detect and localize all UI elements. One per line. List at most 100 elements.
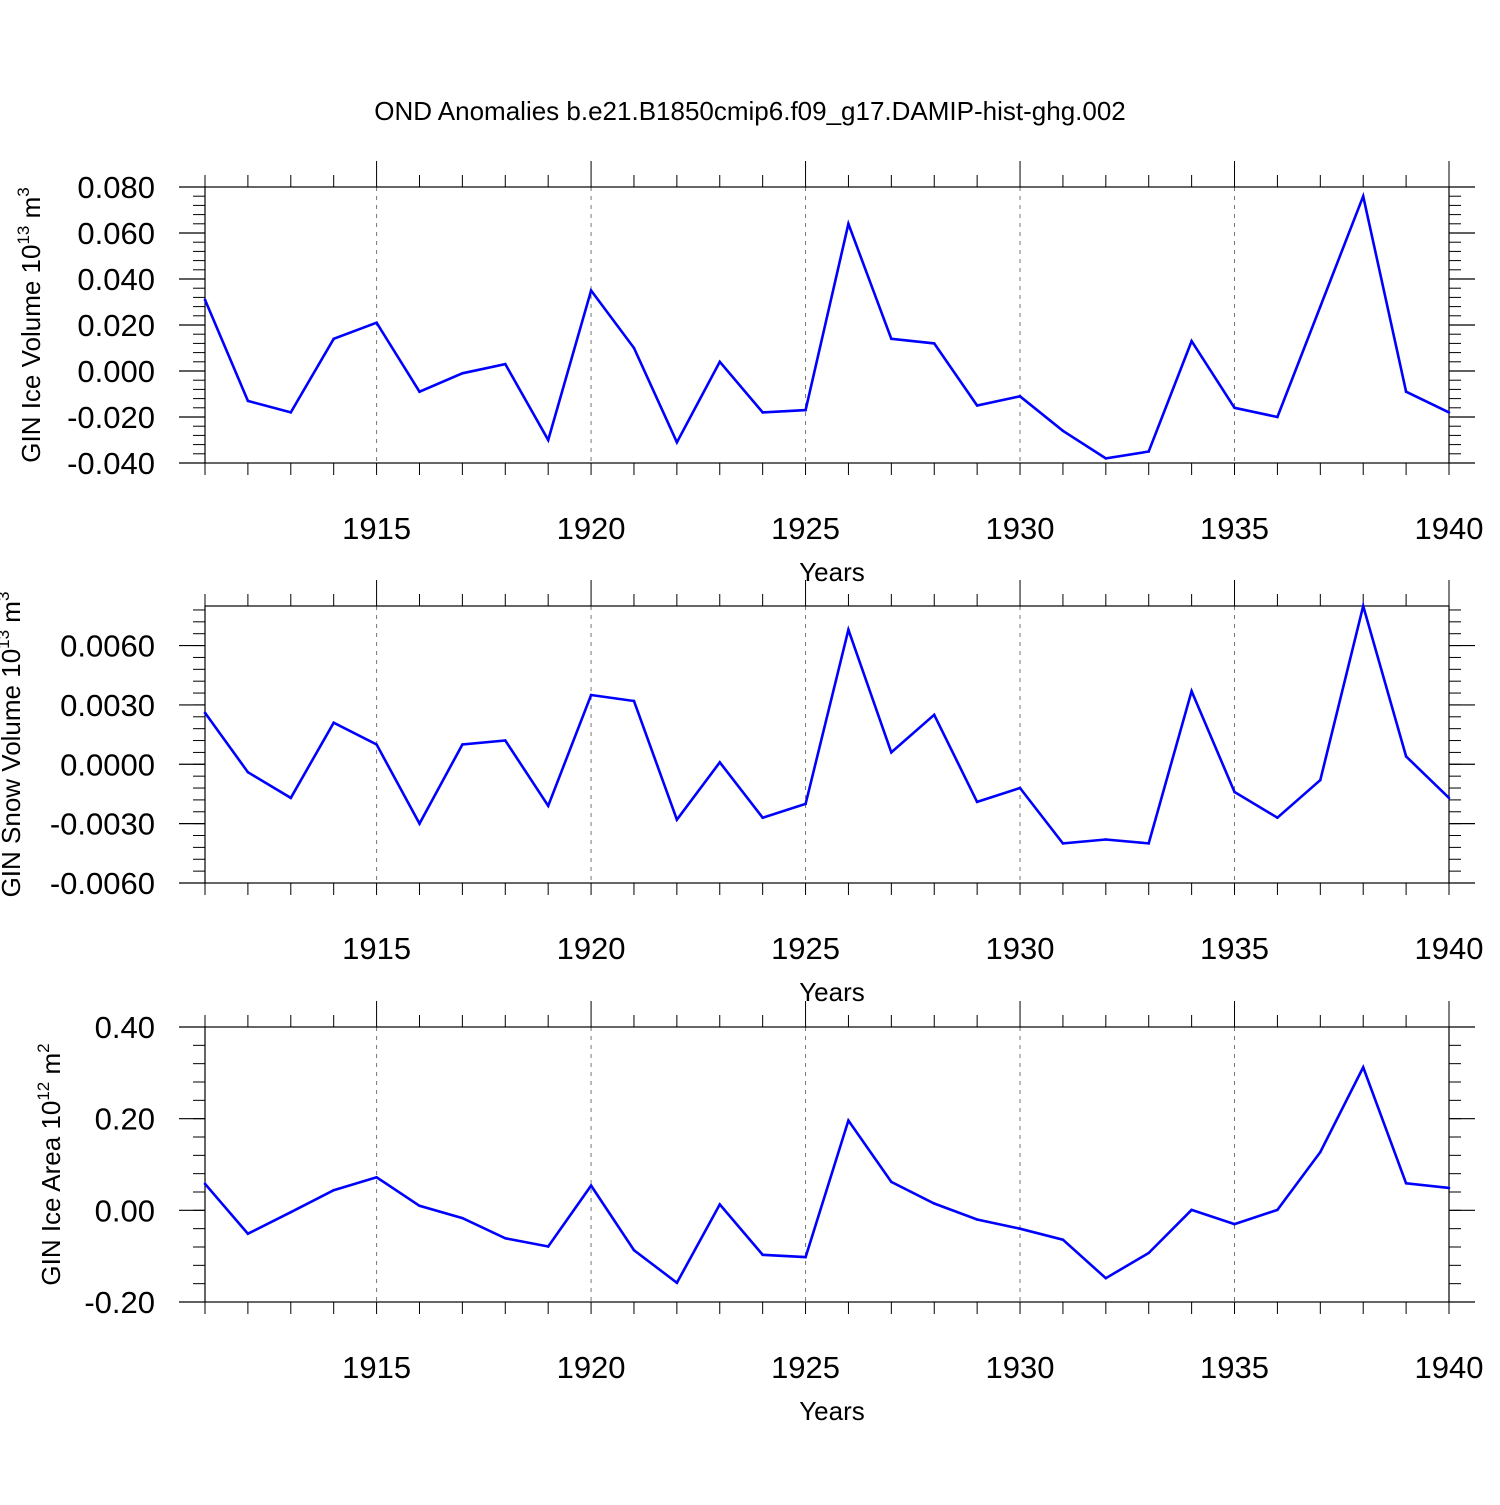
data-point — [289, 796, 293, 800]
data-point — [632, 346, 636, 350]
data-point — [1061, 429, 1065, 433]
data-point — [1061, 1238, 1065, 1241]
data-point — [1233, 406, 1236, 410]
data-point — [1147, 842, 1151, 845]
chart-title: OND Anomalies b.e21.B1850cmip6.f09_g17.D… — [374, 96, 1126, 126]
data-point — [675, 1281, 679, 1285]
data-point — [804, 408, 807, 412]
data-point — [1061, 842, 1065, 845]
data-point — [246, 770, 250, 774]
y-label-unit-exponent: 3 — [14, 187, 33, 196]
y-label-unit: m — [0, 601, 26, 630]
x-tick-label: 1935 — [1200, 1350, 1269, 1385]
data-point — [1018, 395, 1022, 398]
data-point — [589, 1184, 593, 1187]
data-point — [1233, 1222, 1236, 1226]
data-point — [1447, 1186, 1451, 1190]
y-axis-label: GIN Snow Volume 1013 m3 — [0, 592, 26, 898]
data-point — [503, 739, 507, 742]
data-point — [375, 1176, 378, 1179]
data-point — [632, 699, 636, 703]
y-label-unit-exponent: 2 — [34, 1043, 53, 1052]
y-tick-label: 0.080 — [77, 170, 155, 205]
y-label-unit: m — [36, 1053, 66, 1082]
data-point — [1404, 390, 1408, 394]
data-point — [1276, 1208, 1279, 1212]
data-point — [1319, 1150, 1322, 1154]
data-point — [203, 1182, 207, 1186]
data-point — [1447, 796, 1451, 800]
panel-2: -0.0060 -0.0030 0.0000 0.0030 0.0060 1915 1920… — [0, 580, 1483, 1007]
data-point — [1190, 689, 1193, 693]
data-point — [332, 1188, 335, 1192]
data-point — [632, 1248, 636, 1252]
y-tick-label: 0.020 — [77, 308, 155, 343]
y-label-unit-exponent: 3 — [0, 592, 13, 601]
x-tick-label: 1925 — [771, 1350, 840, 1385]
x-tick-label: 1920 — [557, 931, 626, 966]
y-tick-label: -0.020 — [67, 400, 155, 435]
y-tick-label: -0.0060 — [50, 866, 155, 901]
data-point — [203, 711, 207, 715]
data-point — [718, 1203, 722, 1206]
data-point — [546, 804, 550, 808]
data-point — [1233, 790, 1236, 794]
data-point — [932, 342, 936, 345]
data-point — [847, 222, 850, 226]
data-point — [1104, 457, 1108, 460]
data-point — [932, 1202, 936, 1205]
data-point — [418, 822, 421, 825]
data-point — [1319, 778, 1322, 782]
data-point — [761, 411, 764, 414]
data-point — [332, 721, 335, 725]
data-point — [761, 816, 764, 820]
series-line — [203, 191, 1450, 460]
plot-frame — [204, 605, 1450, 884]
data-point — [546, 1245, 550, 1248]
x-tick-label: 1915 — [342, 1350, 411, 1385]
y-label-unit: m — [16, 197, 46, 226]
data-point — [1147, 1251, 1151, 1255]
data-point — [975, 404, 979, 407]
data-point — [1361, 1066, 1365, 1069]
plot-frame — [204, 1026, 1450, 1303]
data-point — [890, 337, 893, 341]
y-tick-label: 0.0030 — [60, 688, 155, 723]
data-point — [375, 321, 378, 325]
data-point — [503, 362, 507, 366]
x-tick-label: 1940 — [1415, 931, 1484, 966]
y-label-exponent: 12 — [34, 1082, 53, 1101]
data-point — [1404, 755, 1408, 758]
data-point — [246, 1232, 250, 1236]
data-point — [418, 390, 421, 394]
data-point — [890, 751, 893, 754]
panel-3: -0.20 0.00 0.20 0.40 1915 1920 1925 1930 1935 194… — [34, 1001, 1483, 1426]
data-point — [1319, 305, 1322, 308]
data-point — [1190, 1208, 1193, 1212]
y-label-text: GIN Ice Area 10 — [36, 1101, 66, 1286]
data-point — [804, 802, 807, 806]
data-point — [1447, 411, 1451, 414]
y-tick-label: 0.000 — [77, 354, 155, 389]
series-line — [204, 1064, 1450, 1285]
y-tick-label: 0.0060 — [60, 629, 155, 664]
x-axis-label: Years — [799, 557, 865, 587]
data-point — [589, 693, 593, 697]
y-label-exponent: 13 — [14, 226, 33, 245]
y-tick-label: 0.40 — [95, 1010, 155, 1045]
data-point — [503, 1236, 507, 1240]
x-tick-label: 1920 — [557, 511, 626, 546]
x-tick-label: 1930 — [986, 931, 1055, 966]
data-point — [718, 761, 722, 764]
data-point — [1104, 1276, 1108, 1280]
data-point — [847, 628, 850, 632]
data-point — [1361, 194, 1365, 198]
data-point — [1147, 450, 1151, 453]
data-point — [375, 743, 378, 746]
y-tick-label: 0.060 — [77, 216, 155, 251]
x-tick-label: 1925 — [771, 931, 840, 966]
data-point — [289, 411, 293, 414]
x-tick-label: 1925 — [771, 511, 840, 546]
